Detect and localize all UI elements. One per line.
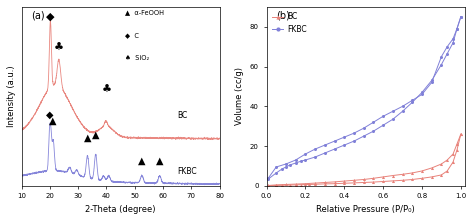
BC: [438, 174, 444, 176]
BC: [299, 183, 304, 186]
Text: (a): (a): [31, 11, 45, 21]
BC: [361, 181, 366, 184]
FKBC: [429, 79, 435, 82]
BC: [419, 177, 425, 180]
BC: [429, 176, 435, 178]
FKBC: [450, 41, 456, 44]
X-axis label: Relative Pressure (P/P₀): Relative Pressure (P/P₀): [316, 205, 415, 214]
Legend: BC, FKBC: BC, FKBC: [270, 11, 308, 36]
FKBC: [279, 168, 285, 170]
BC: [371, 181, 376, 183]
Text: ♣: ♣: [54, 43, 64, 53]
BC: [293, 184, 299, 186]
Text: ▲: ▲: [92, 130, 100, 139]
BC: [279, 184, 285, 187]
Text: ▲: ▲: [84, 133, 91, 143]
Y-axis label: Volume (cc/g): Volume (cc/g): [235, 67, 244, 125]
FKBC: [454, 27, 460, 30]
BC: [410, 178, 415, 181]
Y-axis label: Intensity (a.u.): Intensity (a.u.): [7, 66, 16, 127]
BC: [341, 182, 347, 185]
FKBC: [322, 152, 328, 154]
BC: [273, 184, 279, 187]
FKBC: [410, 101, 415, 104]
BC: [306, 183, 312, 186]
FKBC: [283, 166, 289, 168]
Line: FKBC: FKBC: [267, 15, 462, 180]
BC: [400, 179, 405, 182]
BC: [287, 184, 292, 186]
FKBC: [273, 172, 279, 174]
Text: BC: BC: [177, 111, 188, 120]
Text: ▲: ▲: [138, 156, 146, 166]
FKBC: [299, 160, 304, 162]
FKBC: [287, 164, 292, 166]
BC: [351, 182, 357, 184]
FKBC: [332, 148, 337, 151]
FKBC: [351, 140, 357, 143]
BC: [444, 170, 450, 172]
BC: [322, 183, 328, 185]
Line: BC: BC: [267, 133, 462, 187]
Text: ◆  C: ◆ C: [125, 32, 138, 38]
BC: [450, 161, 456, 163]
FKBC: [341, 144, 347, 147]
X-axis label: 2-Theta (degree): 2-Theta (degree): [85, 205, 156, 214]
Text: ▲: ▲: [49, 116, 57, 126]
FKBC: [371, 130, 376, 133]
FKBC: [400, 110, 405, 113]
BC: [332, 182, 337, 185]
BC: [312, 183, 318, 186]
BC: [458, 133, 464, 135]
BC: [265, 184, 271, 187]
FKBC: [390, 118, 396, 121]
FKBC: [419, 91, 425, 94]
FKBC: [438, 63, 444, 66]
Text: ♣: ♣: [101, 85, 111, 95]
FKBC: [293, 162, 299, 164]
BC: [390, 180, 396, 182]
BC: [380, 180, 386, 183]
FKBC: [380, 124, 386, 127]
FKBC: [458, 15, 464, 18]
Text: ♠  SiO₂: ♠ SiO₂: [125, 55, 149, 61]
FKBC: [312, 156, 318, 158]
Text: ◆: ◆: [46, 12, 55, 22]
FKBC: [444, 52, 450, 55]
Text: ▲: ▲: [156, 156, 164, 166]
FKBC: [265, 178, 271, 180]
Text: (b): (b): [276, 11, 290, 21]
Text: ◆: ◆: [46, 110, 54, 120]
FKBC: [361, 135, 366, 137]
BC: [454, 149, 460, 151]
Text: FKBC: FKBC: [177, 167, 197, 176]
FKBC: [302, 159, 308, 161]
Text: ▲  α-FeOOH: ▲ α-FeOOH: [125, 9, 164, 15]
